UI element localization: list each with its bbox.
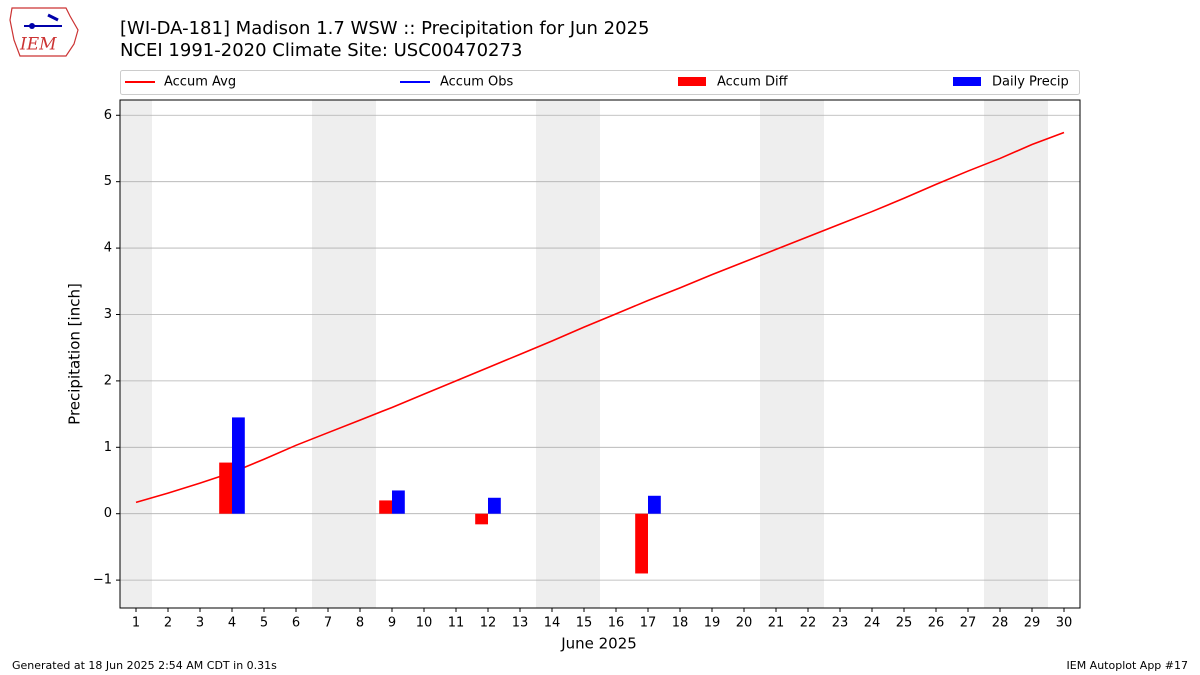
legend-swatch xyxy=(678,77,706,86)
x-tick-label: 18 xyxy=(672,616,689,631)
legend-label: Daily Precip xyxy=(992,75,1069,90)
x-tick-label: 3 xyxy=(196,616,204,631)
weekend-band xyxy=(1016,100,1048,608)
y-axis-label: Precipitation [inch] xyxy=(66,283,84,425)
legend-label: Accum Avg xyxy=(164,75,236,90)
x-tick-label: 29 xyxy=(1024,616,1041,631)
x-tick-label: 14 xyxy=(544,616,561,631)
x-tick-label: 15 xyxy=(576,616,593,631)
bar xyxy=(648,495,661,514)
y-tick-label: 4 xyxy=(104,241,112,256)
footer-left: Generated at 18 Jun 2025 2:54 AM CDT in … xyxy=(12,659,277,672)
weekend-band xyxy=(568,100,600,608)
y-tick-label: 2 xyxy=(104,373,112,388)
weekend-band xyxy=(536,100,568,608)
legend-box xyxy=(120,70,1080,95)
bar xyxy=(219,462,232,514)
weekend-band xyxy=(760,100,792,608)
x-tick-label: 7 xyxy=(324,616,332,631)
weekend-band xyxy=(792,100,824,608)
chart-subtitle: NCEI 1991-2020 Climate Site: USC00470273 xyxy=(120,40,522,61)
x-tick-label: 20 xyxy=(736,616,753,631)
x-tick-label: 24 xyxy=(864,616,881,631)
chart-title: [WI-DA-181] Madison 1.7 WSW :: Precipita… xyxy=(120,18,650,39)
y-tick-label: 5 xyxy=(104,174,112,189)
x-tick-label: 21 xyxy=(768,616,785,631)
footer-right: IEM Autoplot App #17 xyxy=(1067,659,1189,672)
x-tick-label: 1 xyxy=(132,616,140,631)
legend-label: Accum Diff xyxy=(717,75,789,90)
plot-frame xyxy=(119,99,1081,609)
y-tick-label: 6 xyxy=(104,108,112,123)
y-tick-label: 0 xyxy=(104,506,112,521)
x-tick-label: 16 xyxy=(608,616,625,631)
bar xyxy=(488,497,501,514)
logo-text: IEM xyxy=(19,35,57,55)
logo: IEM xyxy=(9,7,79,57)
x-tick-label: 26 xyxy=(928,616,945,631)
bar xyxy=(379,500,392,514)
x-tick-label: 22 xyxy=(800,616,817,631)
y-tick-label: 1 xyxy=(104,440,112,455)
legend-swatch xyxy=(953,77,981,86)
line xyxy=(135,131,1065,504)
x-tick-label: 17 xyxy=(640,616,657,631)
x-axis-label: June 2025 xyxy=(560,635,637,653)
x-tick-label: 5 xyxy=(260,616,268,631)
x-tick-label: 30 xyxy=(1056,616,1073,631)
x-tick-label: 13 xyxy=(512,616,529,631)
x-tick-label: 9 xyxy=(388,616,396,631)
x-tick-label: 27 xyxy=(960,616,977,631)
weekend-band xyxy=(120,100,152,608)
x-tick-label: 4 xyxy=(228,616,236,631)
x-tick-label: 12 xyxy=(480,616,497,631)
legend-label: Accum Obs xyxy=(440,75,513,90)
bar xyxy=(635,513,648,574)
bar xyxy=(392,490,405,514)
y-tick-label: 3 xyxy=(104,307,112,322)
x-tick-label: 25 xyxy=(896,616,913,631)
x-tick-label: 19 xyxy=(704,616,721,631)
x-tick-label: 10 xyxy=(416,616,433,631)
x-tick-label: 23 xyxy=(832,616,849,631)
x-tick-label: 6 xyxy=(292,616,300,631)
x-tick-label: 8 xyxy=(356,616,364,631)
y-tick-label: −1 xyxy=(93,573,112,588)
weekend-band xyxy=(984,100,1016,608)
x-tick-label: 28 xyxy=(992,616,1009,631)
bar xyxy=(232,417,245,514)
weekend-band xyxy=(344,100,376,608)
bar xyxy=(475,513,488,525)
x-tick-label: 11 xyxy=(448,616,465,631)
x-tick-label: 2 xyxy=(164,616,172,631)
weekend-band xyxy=(312,100,344,608)
